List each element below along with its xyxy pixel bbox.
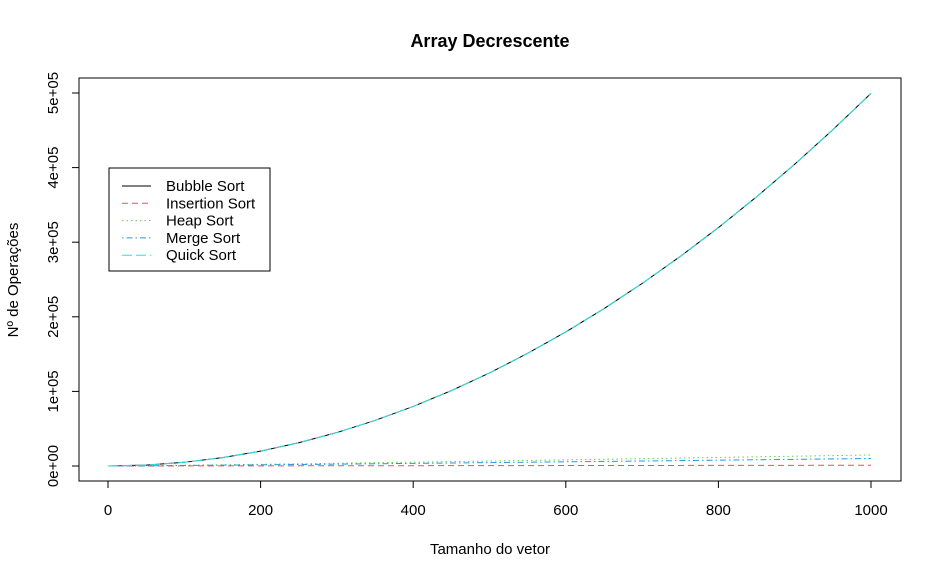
- y-tick-label: 1e+05: [45, 370, 62, 412]
- x-tick-label: 400: [401, 502, 426, 519]
- x-tick-label: 200: [248, 502, 273, 519]
- y-tick-label: 4e+05: [45, 147, 62, 189]
- y-tick-label: 0e+00: [45, 445, 62, 487]
- x-tick-label: 600: [553, 502, 578, 519]
- series-layer: [107, 93, 872, 467]
- series-line-insertion-sort: [107, 464, 872, 467]
- series-line-bubble-sort: [107, 93, 872, 467]
- y-tick-label: 5e+05: [45, 72, 62, 114]
- y-axis-label: Nº de Operações: [5, 223, 22, 338]
- x-tick-label: 800: [706, 502, 731, 519]
- legend-box: [108, 167, 271, 272]
- legend-label: Merge Sort: [166, 230, 241, 247]
- x-tick-label: 1000: [854, 502, 887, 519]
- legend-label: Insertion Sort: [166, 195, 256, 212]
- x-axis: 0 200 400 600 800 1000: [104, 480, 888, 519]
- plot-frame: [78, 77, 902, 482]
- legend-label: Bubble Sort: [166, 178, 245, 195]
- y-tick-label: 3e+05: [45, 221, 62, 263]
- series-line-quick-sort: [107, 93, 872, 467]
- x-axis-label: Tamanho do vetor: [430, 541, 550, 558]
- x-tick-label: 0: [104, 502, 112, 519]
- series-line-heap-sort: [107, 454, 872, 467]
- series-line-merge-sort: [107, 457, 872, 467]
- y-tick-label: 2e+05: [45, 296, 62, 338]
- chart-title: Array Decrescente: [410, 31, 569, 51]
- legend-label: Quick Sort: [166, 247, 237, 264]
- legend-label: Heap Sort: [166, 213, 234, 230]
- y-axis: 0e+00 1e+05 2e+05 3e+05 4e+05 5e+05: [45, 72, 80, 487]
